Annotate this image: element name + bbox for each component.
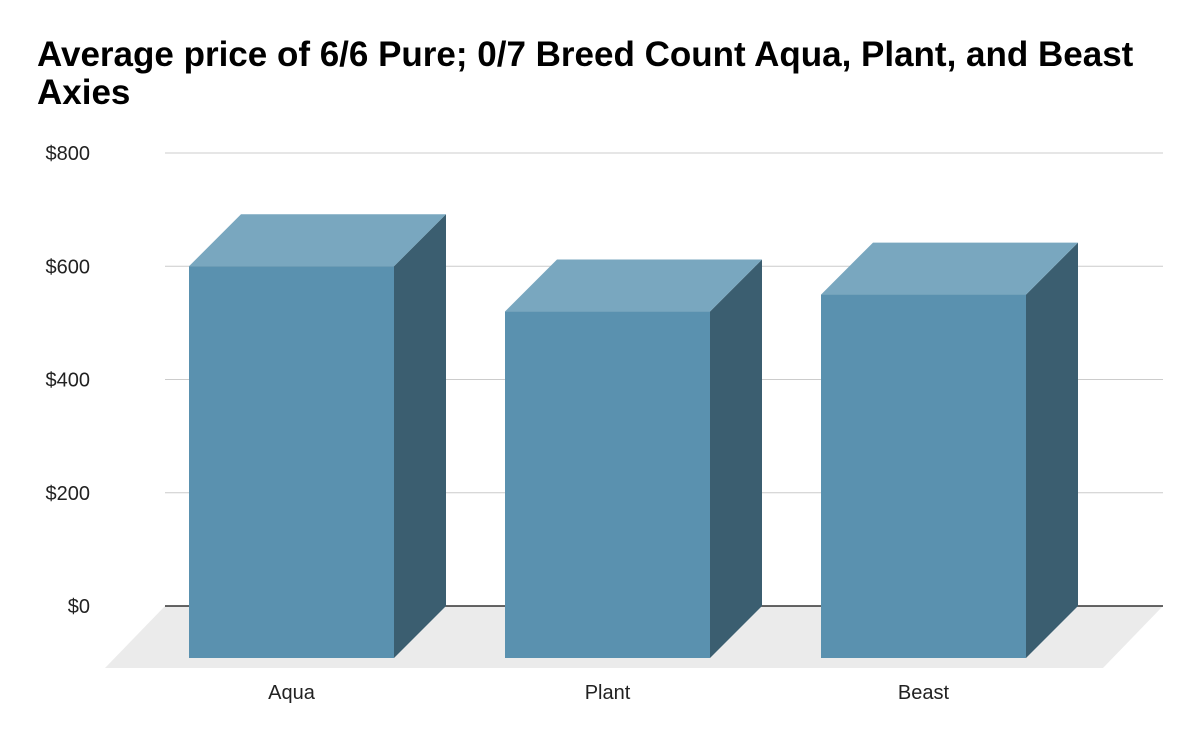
- y-tick-label: $600: [46, 256, 91, 278]
- y-tick-label: $0: [68, 596, 90, 618]
- x-axis-categories: Aqua Plant Beast: [268, 682, 949, 704]
- x-category-label: Plant: [585, 682, 631, 704]
- bar-top-face: [189, 214, 446, 267]
- x-category-label: Aqua: [268, 682, 316, 704]
- y-tick-label: $200: [46, 483, 91, 505]
- chart-title: Average price of 6/6 Pure; 0/7 Breed Cou…: [37, 35, 1134, 112]
- bar-front-face: [189, 266, 394, 658]
- y-tick-label: $400: [46, 370, 91, 392]
- bars: [189, 214, 1078, 658]
- bar-front-face: [505, 311, 710, 658]
- x-category-label: Beast: [898, 682, 950, 704]
- bar-side-face: [394, 214, 446, 658]
- bar-top-face: [821, 242, 1078, 295]
- bar-plant: [505, 259, 762, 658]
- bar-beast: [821, 242, 1078, 658]
- bar-aqua: [189, 214, 446, 658]
- bar-side-face: [1026, 242, 1078, 658]
- y-tick-label: $800: [46, 143, 91, 165]
- bar-front-face: [821, 294, 1026, 658]
- bar-side-face: [710, 259, 762, 658]
- y-axis-ticks: $0 $200 $400 $600 $800: [46, 143, 91, 618]
- bar-top-face: [505, 259, 762, 312]
